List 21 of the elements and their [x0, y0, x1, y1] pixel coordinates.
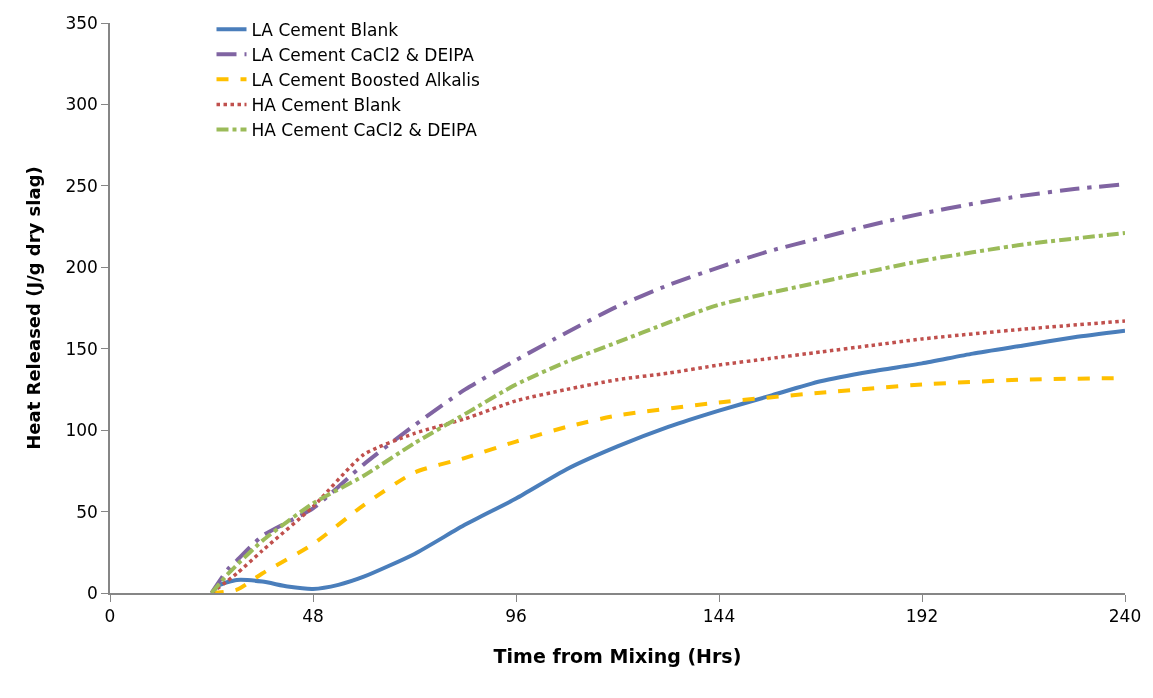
- x-tick-label: 144: [702, 606, 736, 627]
- legend-label: LA Cement Blank: [251, 19, 399, 40]
- y-axis-title: Heat Released (J/g dry slag): [23, 166, 45, 450]
- x-axis-title: Time from Mixing (Hrs): [493, 645, 742, 668]
- y-tick-label: 0: [87, 582, 98, 603]
- x-tick-label: 0: [104, 606, 116, 627]
- x-tick-label: 240: [1108, 606, 1142, 627]
- y-tick-label: 200: [65, 257, 98, 278]
- legend-label: HA Cement CaCl2 & DEIPA: [251, 120, 478, 141]
- legend-label: HA Cement Blank: [251, 95, 402, 116]
- y-tick-label: 100: [65, 420, 98, 441]
- x-tick-label: 96: [505, 606, 527, 627]
- y-tick-label: 300: [65, 94, 98, 115]
- y-tick-label: 150: [65, 338, 98, 359]
- y-tick-label: 250: [65, 175, 98, 196]
- y-tick-label: 50: [76, 501, 98, 522]
- x-tick-label: 48: [302, 606, 324, 627]
- legend-label: LA Cement CaCl2 & DEIPA: [251, 44, 475, 65]
- x-tick-label: 192: [905, 606, 939, 627]
- legend-label: LA Cement Boosted Alkalis: [251, 69, 480, 90]
- y-tick-label: 350: [65, 12, 98, 33]
